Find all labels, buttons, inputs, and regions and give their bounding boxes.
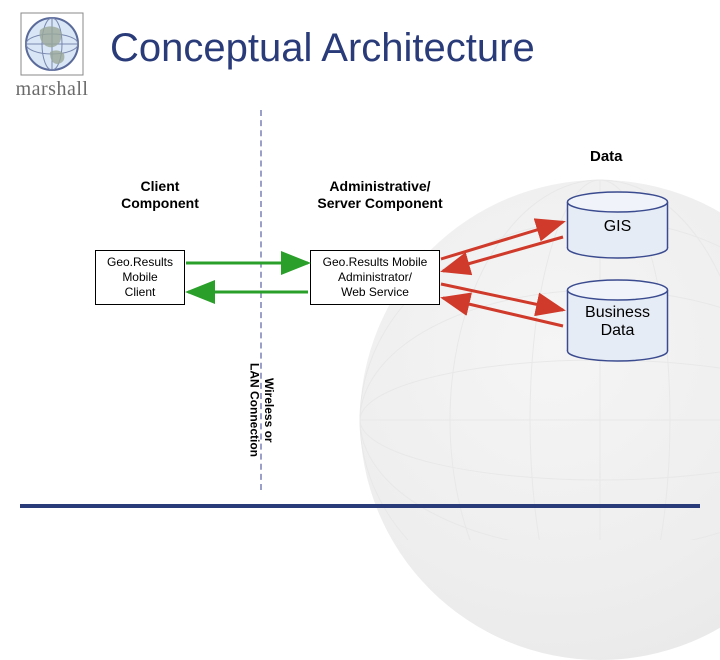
arrow-business-to-admin [443,298,563,326]
connection-label: Wireless or LAN Connection [247,335,276,485]
footer-divider [20,504,700,508]
arrow-admin-to-business [441,284,563,310]
arrows-layer [0,0,720,540]
